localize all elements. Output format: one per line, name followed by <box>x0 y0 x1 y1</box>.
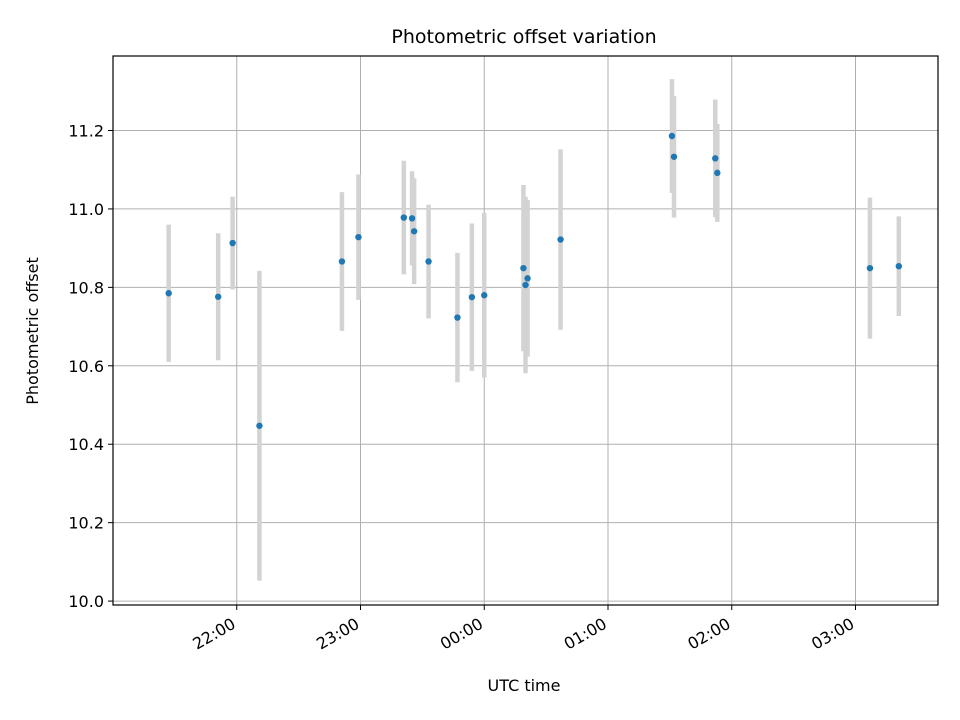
data-point <box>410 228 418 235</box>
data-point <box>229 239 236 247</box>
y-tick-label: 11.0 <box>68 200 104 219</box>
data-point <box>520 264 527 272</box>
data-point <box>355 233 362 241</box>
x-tick-label: 02:00 <box>684 614 733 654</box>
y-tick-label: 10.6 <box>68 357 104 376</box>
data-point <box>454 314 461 321</box>
y-tick-label: 11.2 <box>68 122 104 141</box>
data-point <box>522 281 529 289</box>
data-point <box>400 214 408 221</box>
error-bars <box>166 79 902 581</box>
data-point <box>481 292 488 299</box>
y-axis-ticks: 10.0 10.2 10.4 10.6 10.8 11.0 11.2 <box>68 122 113 611</box>
y-axis-title: Photometric offset <box>23 257 42 405</box>
data-point <box>712 155 719 162</box>
data-point <box>668 132 676 140</box>
x-tick-label: 03:00 <box>808 614 857 654</box>
x-tick-label: 23:00 <box>313 614 362 654</box>
data-point <box>165 290 172 297</box>
data-point <box>670 153 678 160</box>
y-tick-label: 10.8 <box>68 278 104 297</box>
data-point <box>557 236 564 243</box>
data-point <box>425 258 432 265</box>
plot-frame <box>112 55 939 606</box>
x-tick-label: 01:00 <box>561 614 610 654</box>
data-point <box>256 422 263 429</box>
data-point <box>714 169 721 177</box>
data-point <box>866 264 874 272</box>
y-tick-label: 10.2 <box>68 514 104 533</box>
chart-title: Photometric offset variation <box>391 26 656 48</box>
data-point <box>524 275 531 282</box>
x-axis-ticks: 22:00 23:00 00:00 01:00 02:00 03:00 <box>189 605 858 654</box>
data-points <box>165 132 903 429</box>
grid <box>113 56 938 605</box>
y-tick-label: 10.0 <box>68 592 104 611</box>
data-point <box>408 215 416 222</box>
data-point <box>338 258 346 265</box>
x-tick-label: 22:00 <box>189 614 238 654</box>
x-axis-title: UTC time <box>488 676 561 695</box>
y-tick-label: 10.4 <box>68 435 104 454</box>
data-point <box>214 293 222 300</box>
data-point <box>895 262 903 270</box>
data-point <box>468 293 476 301</box>
x-tick-label: 00:00 <box>437 614 486 654</box>
